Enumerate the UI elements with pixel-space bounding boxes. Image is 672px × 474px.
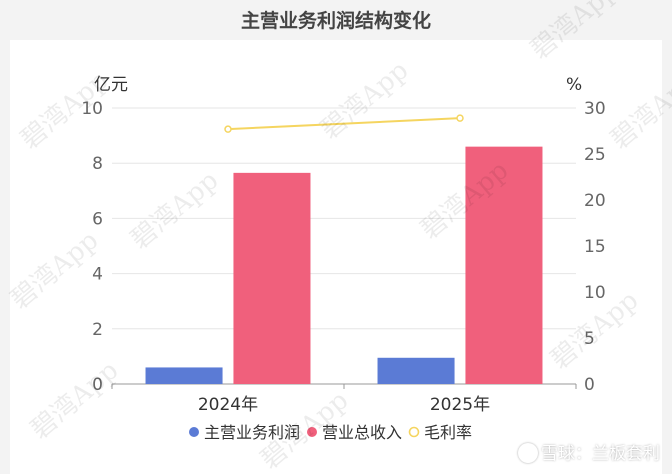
bar-main-profit [377, 357, 455, 384]
watermark: 碧湾App [25, 355, 124, 445]
gross-margin-line [227, 117, 461, 131]
legend-label: 营业总收入 [322, 423, 402, 442]
right-tick-label: 0 [584, 375, 595, 395]
gross-margin-point [224, 125, 232, 133]
legend-label: 主营业务利润 [204, 423, 300, 442]
chart-card [10, 40, 662, 474]
right-tick-label: 30 [584, 99, 606, 119]
watermark: 碧湾App [525, 0, 624, 65]
watermark: 碧湾App [125, 165, 224, 255]
legend-marker [408, 426, 420, 438]
left-tick-label: 2 [92, 320, 103, 340]
left-tick-label: 10 [81, 99, 103, 119]
footer-text: 雪球：兰板套利 [541, 444, 660, 464]
right-tick-label: 20 [584, 191, 606, 211]
left-axis-unit: 亿元 [94, 75, 128, 95]
category-label: 2024年 [198, 395, 258, 415]
snowball-logo-icon [518, 443, 538, 463]
footer-credit: 雪球：兰板套利 [518, 439, 660, 464]
left-tick-label: 0 [92, 375, 103, 395]
left-tick-label: 6 [92, 209, 103, 229]
right-tick-label: 15 [584, 237, 606, 257]
right-tick-label: 25 [584, 145, 606, 165]
right-axis-unit: % [566, 75, 582, 95]
legend-marker [307, 427, 317, 437]
right-tick-label: 10 [584, 283, 606, 303]
category-label: 2025年 [430, 395, 490, 415]
bar-total-revenue [465, 146, 543, 384]
chart-title: 主营业务利润结构变化 [240, 10, 431, 32]
watermark: 碧湾App [315, 55, 414, 145]
bar-main-profit [145, 367, 223, 384]
watermark: 碧湾App [5, 225, 104, 315]
left-tick-label: 4 [92, 265, 103, 285]
legend-label: 毛利率 [424, 423, 472, 442]
legend-marker [189, 427, 199, 437]
right-tick-label: 5 [584, 329, 595, 349]
watermark: 碧湾App [605, 65, 672, 155]
bar-total-revenue [233, 172, 311, 384]
left-tick-label: 8 [92, 154, 103, 174]
gross-margin-point [456, 114, 464, 122]
